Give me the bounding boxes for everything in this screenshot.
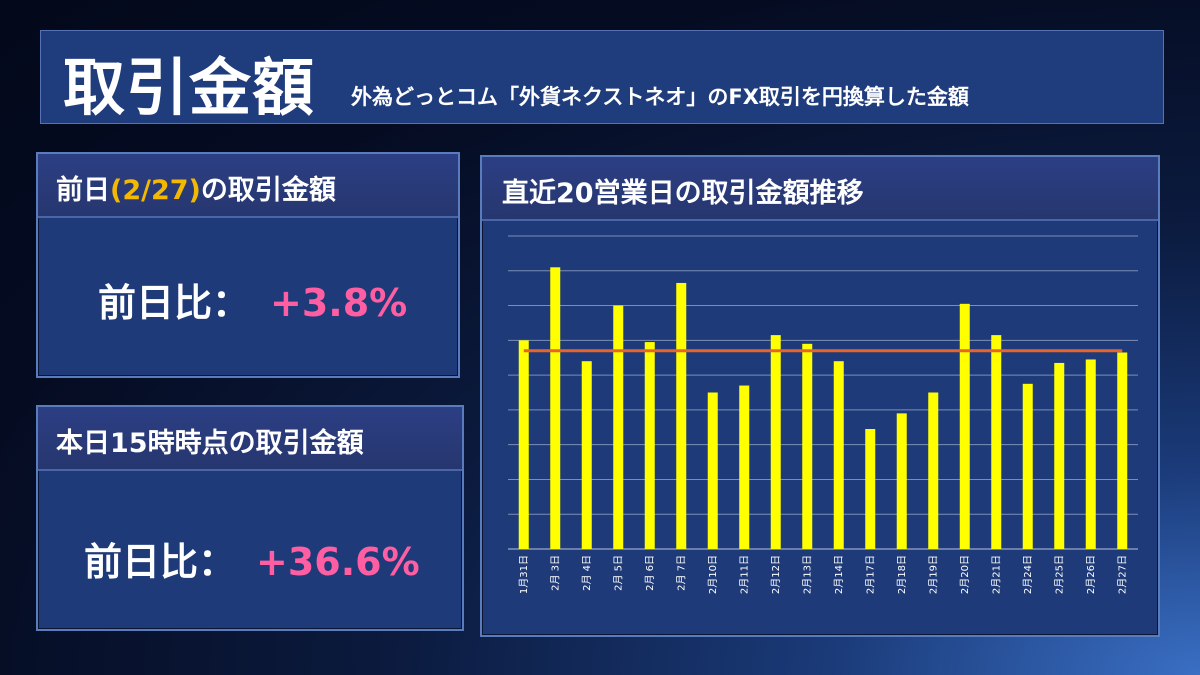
bar [959,303,970,549]
today-panel-title: 本日15時時点の取引金額 [56,428,364,459]
x-tick-label: 2月 7日 [675,555,687,591]
header-bar: 取引金額 外為どっとコム「外貨ネクストネオ」のFX取引を円換算した金額 [40,30,1164,124]
bar [676,282,687,549]
prev-day-panel: 前日(2/27)の取引金額 前日比： +3.8% [36,152,460,378]
bar [644,342,655,549]
x-tick-label: 2月 5日 [612,555,624,591]
x-tick-label: 2月19日 [927,555,939,594]
today-panel: 本日15時時点の取引金額 前日比： +36.6% [36,405,464,631]
x-tick-label: 1月31日 [518,555,530,594]
today-panel-header: 本日15時時点の取引金額 [38,407,462,471]
bar [1085,359,1096,549]
page-subtitle: 外為どっとコム「外貨ネクストネオ」のFX取引を円換算した金額 [351,85,969,109]
bar [896,413,907,549]
bar [518,340,529,549]
page-title: 取引金額 [63,51,316,124]
today-ratio-value: +36.6% [256,540,420,584]
x-tick-label: 2月13日 [801,555,813,594]
bar [802,343,813,549]
x-tick-label: 2月 3日 [549,555,561,591]
x-tick-label: 2月26日 [1085,555,1097,594]
today-ratio: 前日比： +36.6% [84,531,420,586]
x-tick-label: 2月25日 [1053,555,1065,594]
bar [1054,362,1065,549]
bar [833,361,844,549]
chart-panel-header: 直近20営業日の取引金額推移 [482,157,1158,221]
prev-day-panel-header: 前日(2/27)の取引金額 [38,154,458,218]
chart-panel-title: 直近20営業日の取引金額推移 [502,178,864,209]
bar [550,267,561,549]
bar [581,361,592,549]
x-tick-label: 2月20日 [959,555,971,594]
prev-day-title-date: (2/27) [110,175,201,206]
bar [1022,383,1033,549]
bar [991,335,1002,549]
prev-day-ratio-value: +3.8% [270,281,408,325]
bar [707,392,718,549]
bar [613,305,624,549]
prev-day-title-prefix: 前日 [56,175,110,206]
chart-panel: 直近20営業日の取引金額推移 [480,155,1160,637]
today-ratio-label: 前日比： [84,540,237,584]
x-tick-label: 2月11日 [738,555,750,594]
x-tick-label: 2月18日 [896,555,908,594]
x-tick-label: 2月17日 [864,555,876,594]
x-tick-label: 2月10日 [707,555,719,594]
x-tick-label: 2月21日 [990,555,1002,594]
x-tick-label: 2月27日 [1116,555,1128,594]
prev-day-panel-title: 前日(2/27)の取引金額 [56,168,336,207]
x-tick-label: 2月14日 [833,555,845,594]
bar [739,385,750,549]
bar [865,429,876,549]
bar [1117,352,1128,549]
x-tick-label: 2月 6日 [644,555,656,591]
prev-day-ratio-label: 前日比： [98,281,251,325]
x-tick-label: 2月12日 [770,555,782,594]
prev-day-title-suffix: の取引金額 [200,175,336,206]
bar [770,335,781,549]
x-tick-label: 2月24日 [1022,555,1034,594]
x-tick-label: 2月 4日 [581,555,593,591]
prev-day-ratio: 前日比： +3.8% [98,272,407,327]
bar [928,392,939,549]
